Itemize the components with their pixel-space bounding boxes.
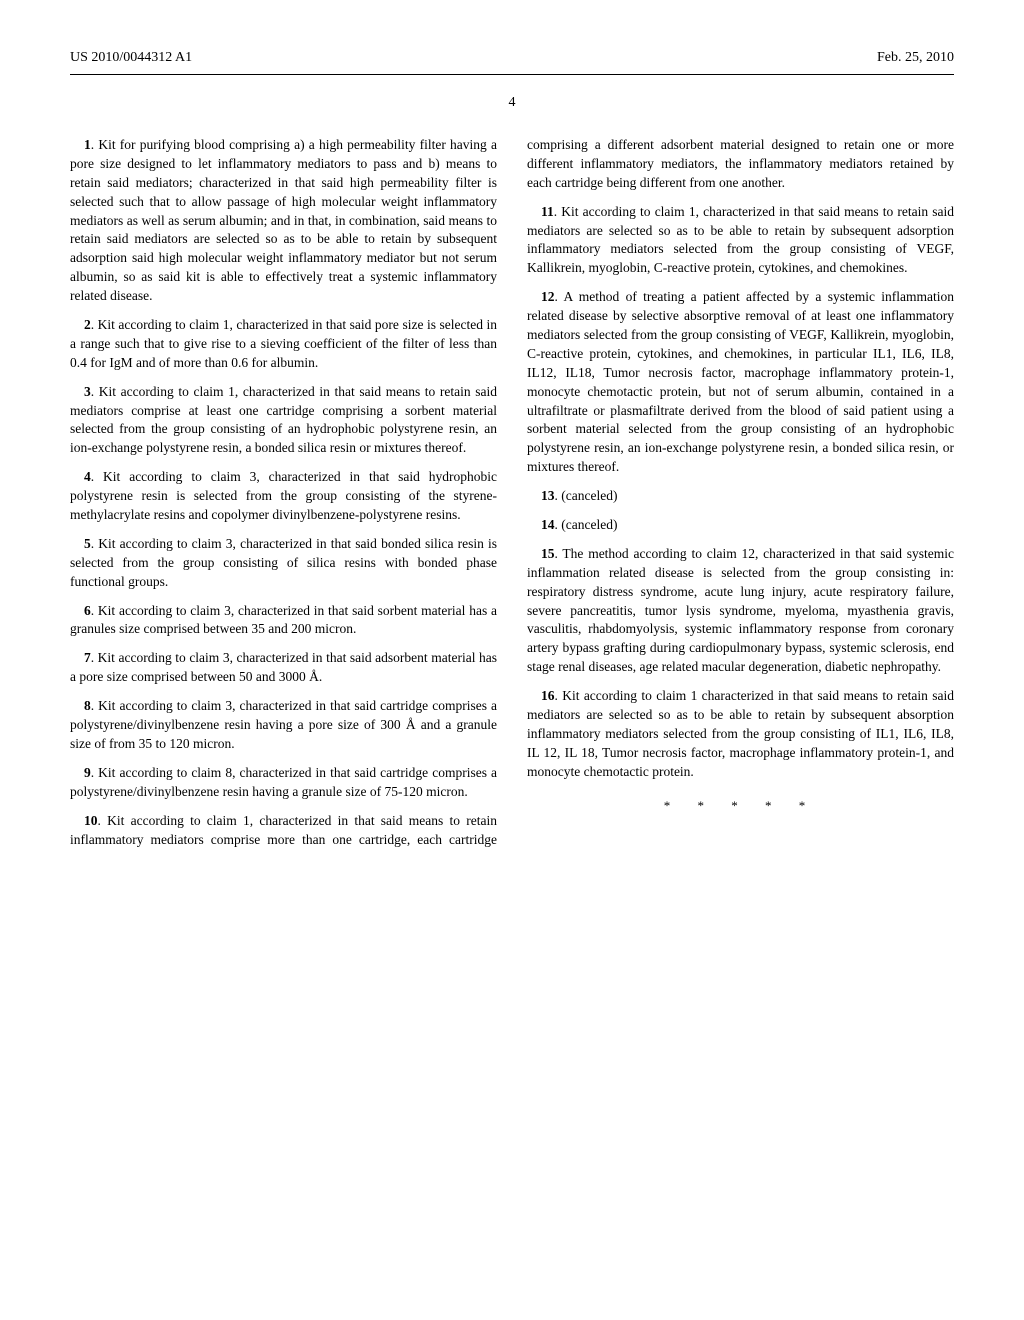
claim: 13. (canceled) — [527, 487, 954, 506]
claim: 14. (canceled) — [527, 516, 954, 535]
claim-text: . A method of treating a patient affecte… — [527, 289, 954, 474]
claim-number: 9 — [84, 765, 91, 780]
claim: 15. The method according to claim 12, ch… — [527, 545, 954, 677]
claim-text: . Kit according to claim 3, characterize… — [70, 469, 497, 522]
claim-text: . (canceled) — [555, 488, 618, 503]
claim-text: . Kit according to claim 3, characterize… — [70, 603, 497, 637]
claim-text: . Kit according to claim 1, characterize… — [70, 384, 497, 456]
claim-text: . Kit according to claim 3, characterize… — [70, 650, 497, 684]
header-divider — [70, 74, 954, 75]
claim-number: 8 — [84, 698, 91, 713]
claim: 6. Kit according to claim 3, characteriz… — [70, 602, 497, 640]
claim-text: . Kit according to claim 1, characterize… — [527, 204, 954, 276]
claim-number: 4 — [84, 469, 91, 484]
publication-number: US 2010/0044312 A1 — [70, 50, 192, 66]
publication-date: Feb. 25, 2010 — [877, 50, 954, 66]
claim-number: 6 — [84, 603, 91, 618]
claim: 11. Kit according to claim 1, characteri… — [527, 203, 954, 279]
claim: 16. Kit according to claim 1 characteriz… — [527, 687, 954, 781]
claim-number: 2 — [84, 317, 91, 332]
claim: 7. Kit according to claim 3, characteriz… — [70, 649, 497, 687]
claim-text: . Kit for purifying blood comprising a) … — [70, 137, 497, 303]
claim-number: 7 — [84, 650, 91, 665]
claim-text: . The method according to claim 12, char… — [527, 546, 954, 674]
claim: 5. Kit according to claim 3, characteriz… — [70, 535, 497, 592]
claim-text: . Kit according to claim 1 characterized… — [527, 688, 954, 779]
claim-number: 1 — [84, 137, 91, 152]
claim-text: . (canceled) — [555, 517, 618, 532]
claim-number: 12 — [541, 289, 555, 304]
claim: 3. Kit according to claim 1, characteriz… — [70, 383, 497, 459]
claim-number: 14 — [541, 517, 555, 532]
page-header: US 2010/0044312 A1 Feb. 25, 2010 — [70, 50, 954, 66]
claim-text: . Kit according to claim 8, characterize… — [70, 765, 497, 799]
claim: 1. Kit for purifying blood comprising a)… — [70, 136, 497, 306]
claim-number: 16 — [541, 688, 555, 703]
claim: 2. Kit according to claim 1, characteriz… — [70, 316, 497, 373]
claim-number: 5 — [84, 536, 91, 551]
claim: 9. Kit according to claim 8, characteriz… — [70, 764, 497, 802]
claim-text: . Kit according to claim 3, characterize… — [70, 536, 497, 589]
end-marks: * * * * * — [527, 797, 954, 815]
claim-text: . Kit according to claim 1, characterize… — [70, 317, 497, 370]
claim: 12. A method of treating a patient affec… — [527, 288, 954, 477]
claim: 8. Kit according to claim 3, characteriz… — [70, 697, 497, 754]
claim-number: 13 — [541, 488, 555, 503]
claims-columns: 1. Kit for purifying blood comprising a)… — [70, 136, 954, 849]
page-number: 4 — [70, 95, 954, 111]
claim-number: 10 — [84, 813, 98, 828]
claim: 4. Kit according to claim 3, characteriz… — [70, 468, 497, 525]
claim-number: 11 — [541, 204, 554, 219]
claim-number: 15 — [541, 546, 555, 561]
claim-number: 3 — [84, 384, 91, 399]
claim-text: . Kit according to claim 3, characterize… — [70, 698, 497, 751]
